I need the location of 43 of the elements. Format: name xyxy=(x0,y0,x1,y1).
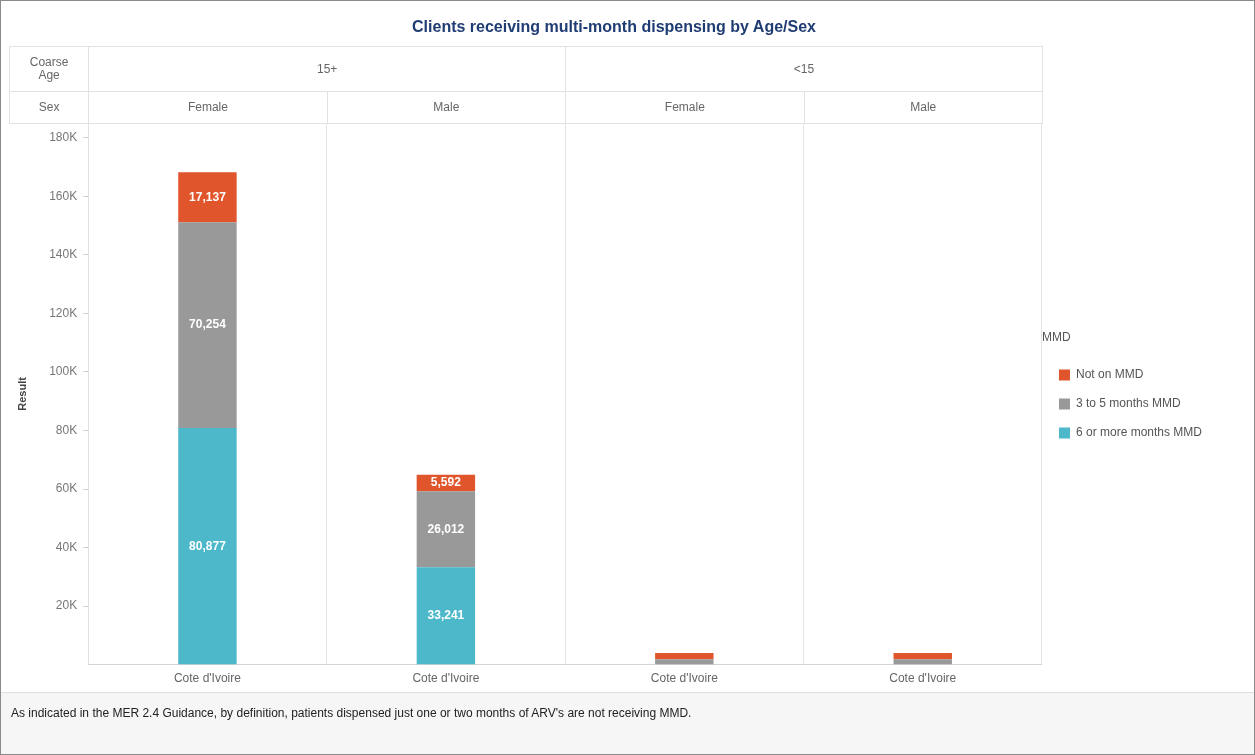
legend-label: Not on MMD xyxy=(1075,367,1144,382)
text: Male xyxy=(433,100,460,115)
bar xyxy=(893,659,952,665)
y-axis-title: Result xyxy=(15,376,28,411)
bar xyxy=(416,491,476,568)
data-label: 5,592 xyxy=(430,475,462,490)
text: <15 xyxy=(793,61,815,76)
bar xyxy=(178,222,237,428)
legend-title: MMD xyxy=(1041,330,1071,345)
y-tick-label: 40K xyxy=(55,539,78,554)
text: As indicated in the MER 2.4 Guidance, by definition, patients dispensed just one or two months of ARV's are not receiving MMD. xyxy=(1,692,1254,754)
data-label: 17,137 xyxy=(189,189,227,204)
bar xyxy=(178,172,237,223)
text: 15+ xyxy=(316,61,338,76)
data-label: 80,877 xyxy=(189,538,227,553)
text: Male xyxy=(910,100,937,115)
bar xyxy=(416,567,476,665)
y-tick-label: 80K xyxy=(55,422,78,437)
text: Coarse Age xyxy=(28,55,70,82)
text: Sex xyxy=(37,100,61,115)
bar xyxy=(655,659,714,665)
data-label: 33,241 xyxy=(427,608,465,623)
y-tick-label: 60K xyxy=(55,481,78,496)
legend-label: 3 to 5 months MMD xyxy=(1075,396,1182,411)
data-label: 70,254 xyxy=(189,317,227,332)
y-tick-label: 100K xyxy=(49,364,78,379)
chart-title: Clients receiving multi-month dispensing by Age/Sex xyxy=(412,18,817,36)
x-tick-label: Cote d'Ivoire xyxy=(650,671,719,686)
data-label: 26,012 xyxy=(427,521,465,536)
text: Female xyxy=(187,100,228,115)
x-tick-label: Cote d'Ivoire xyxy=(889,671,957,686)
x-tick-label: Cote d'Ivoire xyxy=(173,671,242,686)
y-tick-label: 160K xyxy=(49,188,78,203)
y-tick-label: 20K xyxy=(55,598,78,613)
y-tick-label: 120K xyxy=(49,305,78,320)
legend-label: 6 or more months MMD xyxy=(1075,425,1203,440)
y-tick-label: 140K xyxy=(49,247,78,262)
bar xyxy=(655,652,714,660)
text: Female xyxy=(664,100,705,115)
bar xyxy=(178,427,237,665)
y-tick-label: 180K xyxy=(49,130,78,145)
x-tick-label: Cote d'Ivoire xyxy=(412,671,480,686)
bar xyxy=(893,652,952,660)
